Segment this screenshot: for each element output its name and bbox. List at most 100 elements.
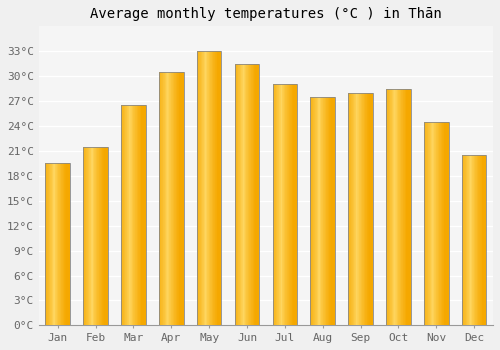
- Bar: [310, 97, 335, 326]
- Bar: [396, 89, 397, 326]
- Bar: [363, 93, 364, 326]
- Bar: [391, 89, 392, 326]
- Bar: [284, 84, 285, 326]
- Bar: [240, 64, 241, 326]
- Bar: [244, 64, 245, 326]
- Bar: [253, 64, 254, 326]
- Bar: [58, 163, 59, 326]
- Bar: [84, 147, 108, 326]
- Bar: [53, 163, 54, 326]
- Bar: [145, 105, 146, 326]
- Bar: [466, 155, 468, 326]
- Bar: [273, 84, 274, 326]
- Bar: [480, 155, 481, 326]
- Bar: [462, 155, 463, 326]
- Bar: [333, 97, 334, 326]
- Bar: [219, 51, 220, 326]
- Bar: [401, 89, 402, 326]
- Bar: [210, 51, 211, 326]
- Bar: [51, 163, 52, 326]
- Bar: [209, 51, 210, 326]
- Bar: [372, 93, 373, 326]
- Bar: [205, 51, 206, 326]
- Bar: [159, 72, 184, 326]
- Bar: [242, 64, 244, 326]
- Bar: [324, 97, 325, 326]
- Bar: [353, 93, 354, 326]
- Bar: [160, 72, 161, 326]
- Bar: [93, 147, 94, 326]
- Bar: [59, 163, 60, 326]
- Bar: [46, 163, 48, 326]
- Bar: [238, 64, 239, 326]
- Bar: [125, 105, 126, 326]
- Bar: [319, 97, 320, 326]
- Bar: [96, 147, 97, 326]
- Bar: [201, 51, 202, 326]
- Bar: [427, 122, 428, 326]
- Bar: [332, 97, 333, 326]
- Bar: [406, 89, 407, 326]
- Bar: [398, 89, 399, 326]
- Bar: [441, 122, 442, 326]
- Bar: [177, 72, 178, 326]
- Bar: [407, 89, 408, 326]
- Bar: [292, 84, 293, 326]
- Bar: [386, 89, 388, 326]
- Bar: [288, 84, 289, 326]
- Bar: [123, 105, 124, 326]
- Bar: [138, 105, 139, 326]
- Bar: [85, 147, 86, 326]
- Bar: [364, 93, 365, 326]
- Bar: [170, 72, 172, 326]
- Bar: [322, 97, 324, 326]
- Bar: [275, 84, 276, 326]
- Bar: [46, 163, 70, 326]
- Bar: [320, 97, 321, 326]
- Bar: [477, 155, 478, 326]
- Bar: [236, 64, 237, 326]
- Bar: [97, 147, 98, 326]
- Bar: [54, 163, 56, 326]
- Bar: [131, 105, 132, 326]
- Bar: [291, 84, 292, 326]
- Bar: [102, 147, 103, 326]
- Bar: [314, 97, 316, 326]
- Bar: [389, 89, 390, 326]
- Bar: [360, 93, 361, 326]
- Bar: [397, 89, 398, 326]
- Bar: [250, 64, 252, 326]
- Bar: [182, 72, 183, 326]
- Bar: [425, 122, 426, 326]
- Bar: [318, 97, 319, 326]
- Bar: [202, 51, 203, 326]
- Bar: [272, 84, 273, 326]
- Bar: [142, 105, 144, 326]
- Bar: [121, 105, 122, 326]
- Bar: [328, 97, 329, 326]
- Bar: [175, 72, 176, 326]
- Bar: [140, 105, 141, 326]
- Bar: [162, 72, 164, 326]
- Bar: [444, 122, 445, 326]
- Bar: [317, 97, 318, 326]
- Bar: [329, 97, 330, 326]
- Bar: [404, 89, 405, 326]
- Bar: [356, 93, 357, 326]
- Bar: [426, 122, 427, 326]
- Bar: [471, 155, 472, 326]
- Bar: [473, 155, 474, 326]
- Bar: [358, 93, 360, 326]
- Title: Average monthly temperatures (°C ) in Thān: Average monthly temperatures (°C ) in Th…: [90, 7, 442, 21]
- Bar: [402, 89, 404, 326]
- Bar: [255, 64, 256, 326]
- Bar: [133, 105, 134, 326]
- Bar: [281, 84, 282, 326]
- Bar: [249, 64, 250, 326]
- Bar: [121, 105, 146, 326]
- Bar: [334, 97, 335, 326]
- Bar: [286, 84, 288, 326]
- Bar: [67, 163, 68, 326]
- Bar: [386, 89, 410, 326]
- Bar: [463, 155, 464, 326]
